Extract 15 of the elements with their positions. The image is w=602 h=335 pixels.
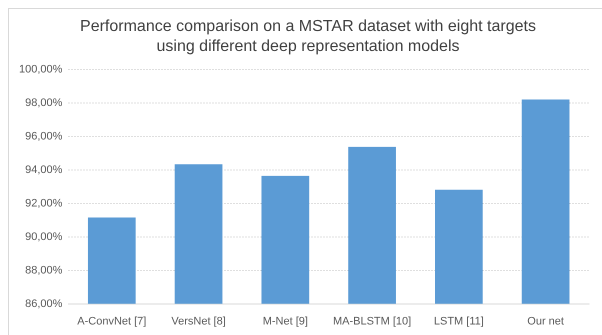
y-tick-label: 88,00% [25, 264, 63, 276]
chart-title: Performance comparison on a MSTAR dataset with eight targets using different deep representation models [79, 17, 537, 57]
x-tick-label: A-ConvNet [7] [77, 315, 146, 328]
x-tick-label: MA-BLSTM [10] [332, 315, 412, 328]
y-tick-label: 98,00% [25, 97, 63, 110]
x-tick-label: LSTM [11] [434, 315, 484, 328]
y-tick-label: 90,00% [25, 230, 63, 243]
x-tick-label: VersNet [8] [171, 315, 226, 328]
y-tick-label: 92,00% [25, 197, 63, 210]
y-tick-label: 96,00% [25, 130, 63, 143]
y-tick-label: 100,00% [18, 64, 63, 76]
x-tick-label: Our net [527, 315, 564, 328]
y-tick-label: 86,00% [25, 298, 63, 310]
x-tick-label: M-Net [9] [262, 315, 308, 328]
y-tick-label: 94,00% [25, 164, 63, 176]
